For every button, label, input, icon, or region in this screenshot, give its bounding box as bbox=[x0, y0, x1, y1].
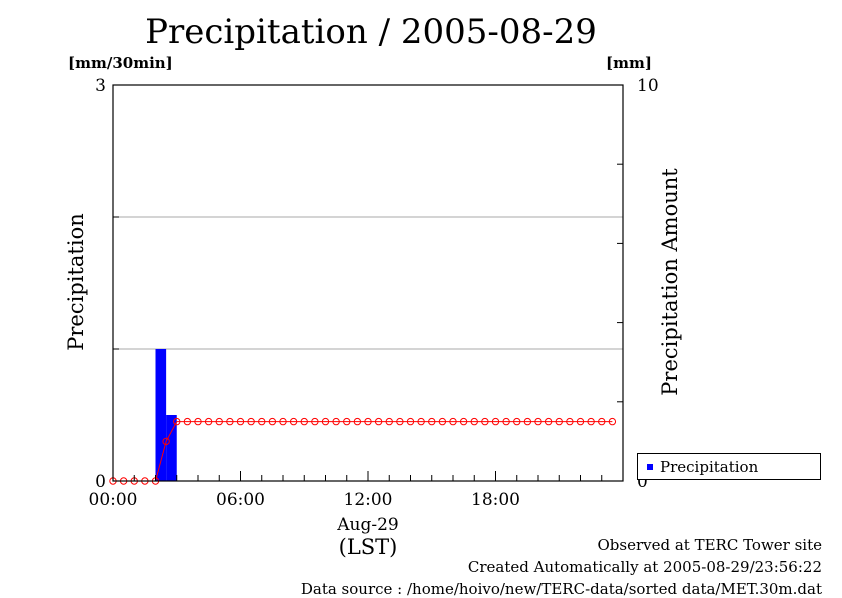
amount-point-43 bbox=[566, 417, 574, 426]
amount-point-10 bbox=[215, 417, 223, 426]
right-tick-label-top: 10 bbox=[637, 76, 659, 96]
amount-point-23 bbox=[353, 417, 362, 426]
x-tick-label-3: 18:00 bbox=[471, 490, 520, 510]
amount-point-37 bbox=[502, 417, 510, 426]
amount-point-5 bbox=[162, 437, 170, 446]
amount-point-11 bbox=[226, 417, 234, 426]
amount-point-12 bbox=[236, 417, 245, 426]
amount-point-24 bbox=[364, 417, 372, 426]
amount-point-15 bbox=[268, 417, 277, 426]
amount-point-26 bbox=[385, 417, 393, 426]
right-axis-unit: [mm] bbox=[606, 54, 652, 72]
amount-point-6 bbox=[173, 417, 181, 426]
left-axis-unit: [mm/30min] bbox=[68, 54, 173, 72]
left-tick-label-top: 3 bbox=[95, 76, 106, 96]
amount-point-46 bbox=[598, 417, 606, 426]
amount-point-41 bbox=[544, 417, 553, 426]
footer-observed: Observed at TERC Tower site bbox=[597, 536, 822, 554]
x-tick-label-1: 06:00 bbox=[216, 490, 265, 510]
amount-point-36 bbox=[491, 417, 500, 426]
amount-point-21 bbox=[332, 417, 340, 426]
x-date-label: Aug-29 bbox=[336, 515, 398, 535]
amount-point-25 bbox=[374, 417, 383, 426]
bar-1 bbox=[166, 415, 177, 481]
legend-swatch-precipitation bbox=[647, 464, 653, 470]
amount-point-31 bbox=[438, 417, 447, 426]
bar-0 bbox=[155, 349, 167, 481]
right-tick-label-bottom: 0 bbox=[637, 472, 648, 492]
amount-point-34 bbox=[470, 417, 478, 426]
amount-point-16 bbox=[279, 417, 287, 426]
amount-point-8 bbox=[194, 417, 202, 426]
legend: Precipitation bbox=[637, 453, 821, 480]
x-tz-label: (LST) bbox=[339, 535, 398, 559]
amount-point-28 bbox=[406, 417, 415, 426]
amount-point-20 bbox=[321, 417, 330, 426]
amount-point-38 bbox=[513, 417, 521, 426]
chart-title: Precipitation / 2005-08-29 bbox=[145, 12, 597, 52]
amount-point-18 bbox=[300, 417, 308, 426]
amount-point-40 bbox=[534, 417, 542, 426]
footer-source: Data source : /home/hoivo/new/TERC-data/… bbox=[300, 580, 822, 598]
footer-created: Created Automatically at 2005-08-29/23:5… bbox=[467, 558, 822, 576]
amount-point-32 bbox=[449, 417, 457, 426]
amount-point-42 bbox=[555, 417, 563, 426]
x-tick-label-2: 12:00 bbox=[344, 490, 393, 510]
amount-point-19 bbox=[311, 417, 319, 426]
amount-point-7 bbox=[183, 417, 192, 426]
amount-point-29 bbox=[417, 417, 425, 426]
amount-point-47 bbox=[608, 417, 617, 426]
amount-line bbox=[113, 421, 613, 482]
amount-point-44 bbox=[576, 417, 585, 426]
amount-point-30 bbox=[428, 417, 436, 426]
amount-point-39 bbox=[523, 417, 532, 426]
amount-point-45 bbox=[587, 417, 595, 426]
left-tick-label-bottom: 0 bbox=[95, 472, 106, 492]
amount-point-14 bbox=[258, 417, 266, 426]
x-tick-label-0: 00:00 bbox=[89, 490, 138, 510]
amount-point-17 bbox=[289, 417, 298, 426]
amount-point-22 bbox=[343, 417, 351, 426]
amount-point-33 bbox=[459, 417, 468, 426]
amount-point-27 bbox=[396, 417, 404, 426]
amount-point-35 bbox=[481, 417, 489, 426]
amount-point-9 bbox=[204, 417, 213, 426]
legend-label-precipitation: Precipitation bbox=[660, 458, 759, 476]
amount-point-13 bbox=[247, 417, 255, 426]
